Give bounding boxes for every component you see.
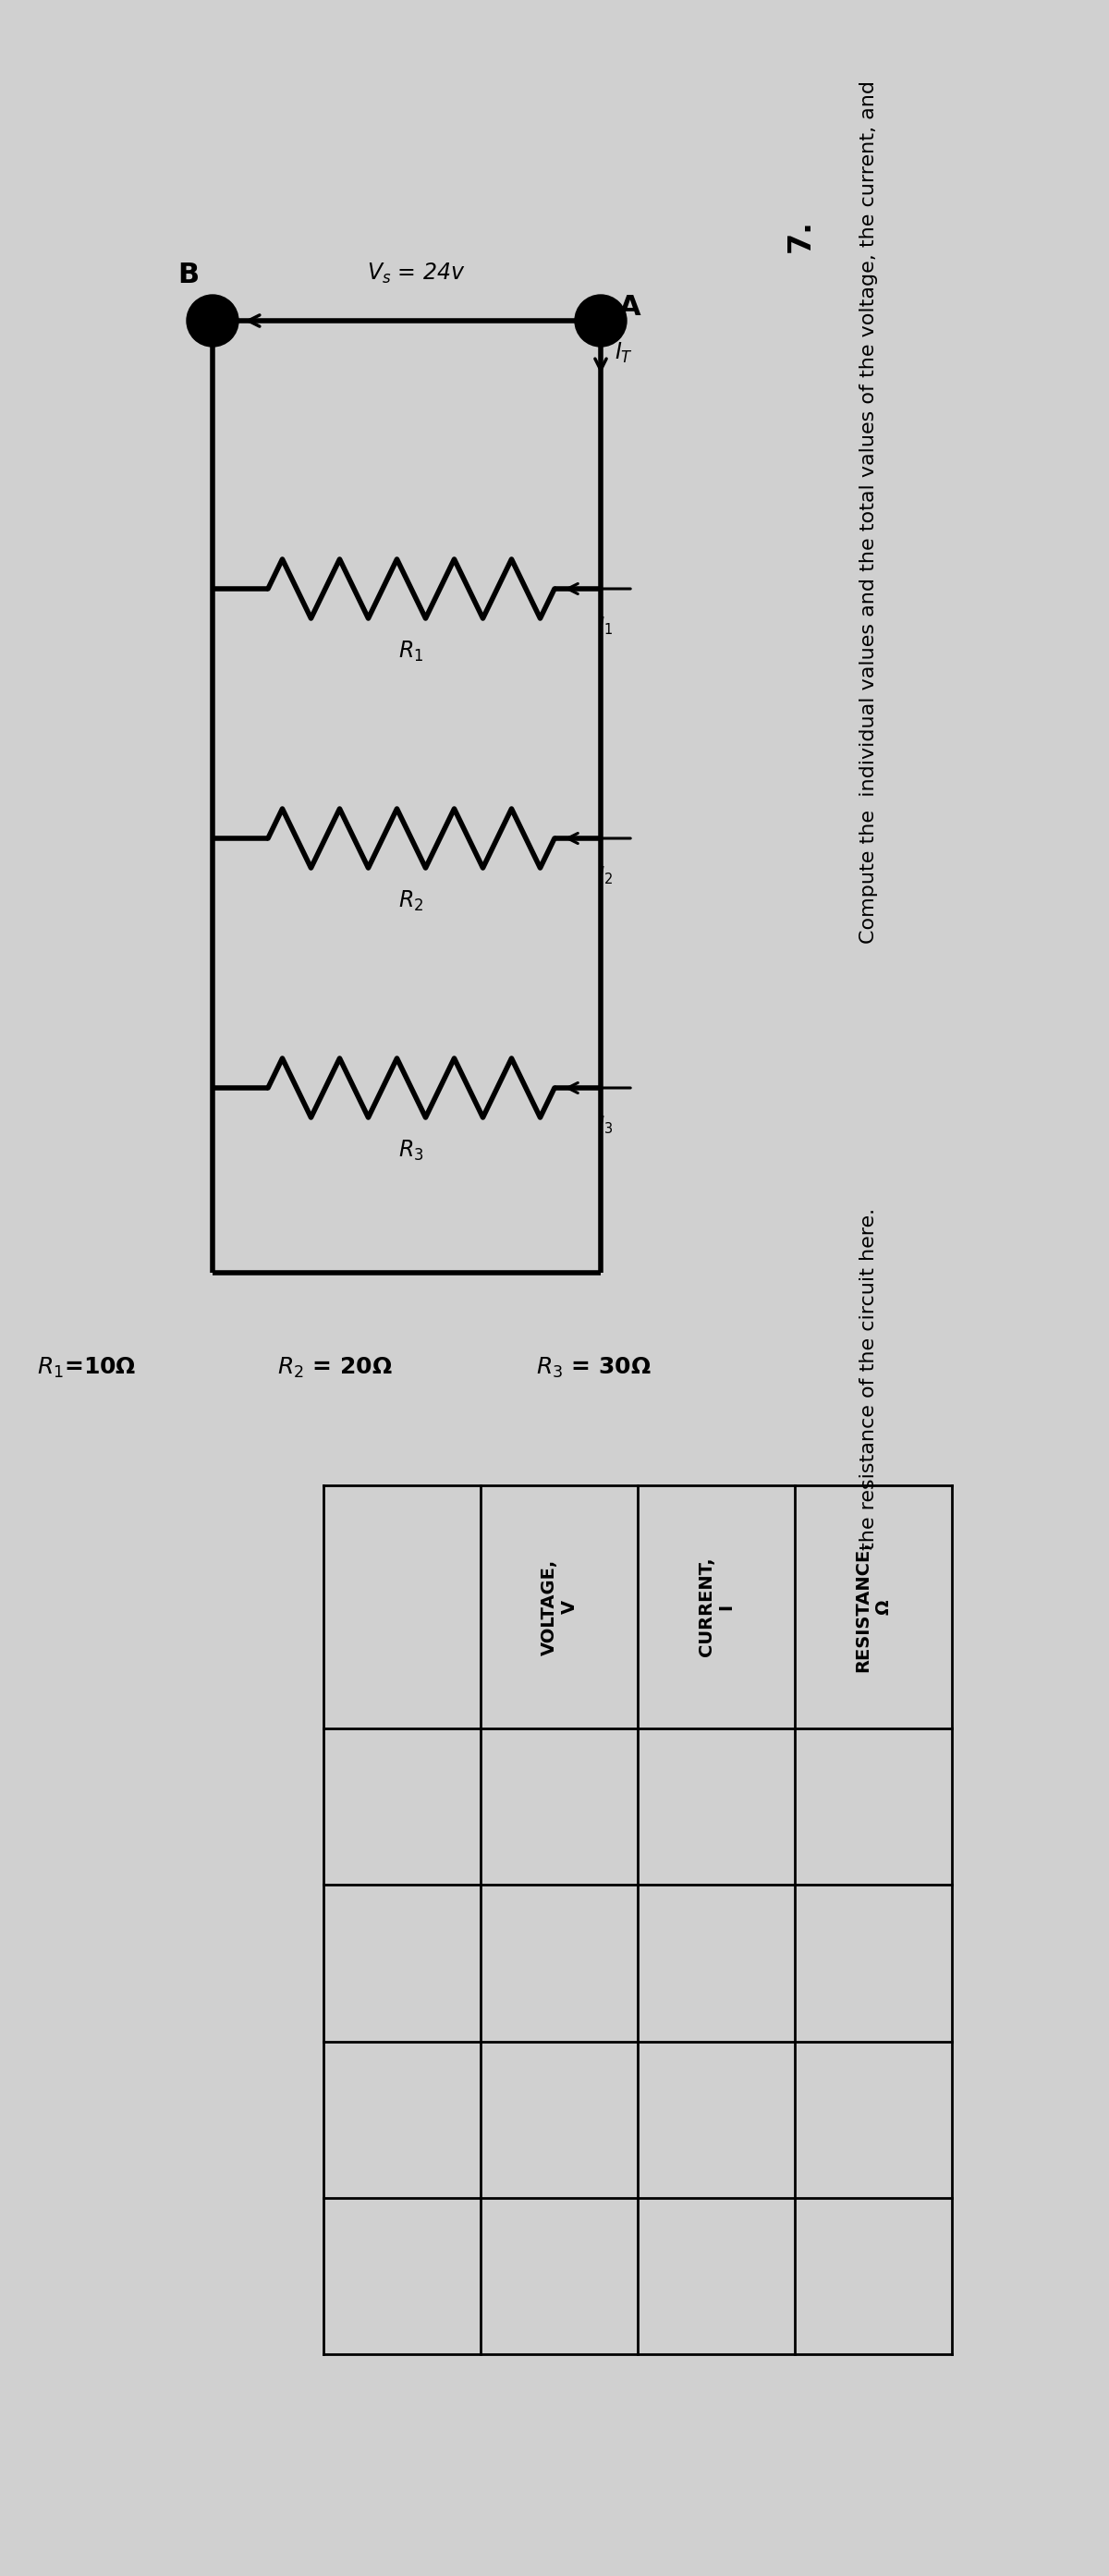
- Text: $I_3$: $I_3$: [598, 1113, 613, 1136]
- Text: 7.: 7.: [785, 219, 816, 252]
- Circle shape: [574, 294, 627, 348]
- Text: VOLTAGE,
V: VOLTAGE, V: [540, 1558, 578, 1656]
- Text: $R_2$ = 20Ω: $R_2$ = 20Ω: [277, 1355, 393, 1381]
- Text: B: B: [177, 260, 199, 289]
- Text: CURRENT,
I: CURRENT, I: [698, 1558, 735, 1656]
- Text: $I_T$: $I_T$: [614, 340, 633, 366]
- Text: $I_1$: $I_1$: [598, 616, 613, 636]
- Text: $R_2$: $R_2$: [398, 889, 424, 914]
- Text: A: A: [619, 294, 641, 319]
- Text: RESISTANCE,
Ω: RESISTANCE, Ω: [854, 1540, 893, 1672]
- Text: $I_2$: $I_2$: [598, 863, 613, 886]
- Text: $R_3$: $R_3$: [398, 1139, 424, 1162]
- Text: $V_s$ = 24v: $V_s$ = 24v: [367, 260, 465, 286]
- Text: Compute the  individual values and the total values of the voltage, the current,: Compute the individual values and the to…: [859, 80, 878, 943]
- Text: the resistance of the circuit here.: the resistance of the circuit here.: [859, 1208, 878, 1551]
- Text: $R_3$ = 30Ω: $R_3$ = 30Ω: [536, 1355, 651, 1381]
- Circle shape: [186, 294, 238, 348]
- Text: $R_1$: $R_1$: [398, 639, 424, 665]
- Text: $R_1$=10Ω: $R_1$=10Ω: [37, 1355, 136, 1381]
